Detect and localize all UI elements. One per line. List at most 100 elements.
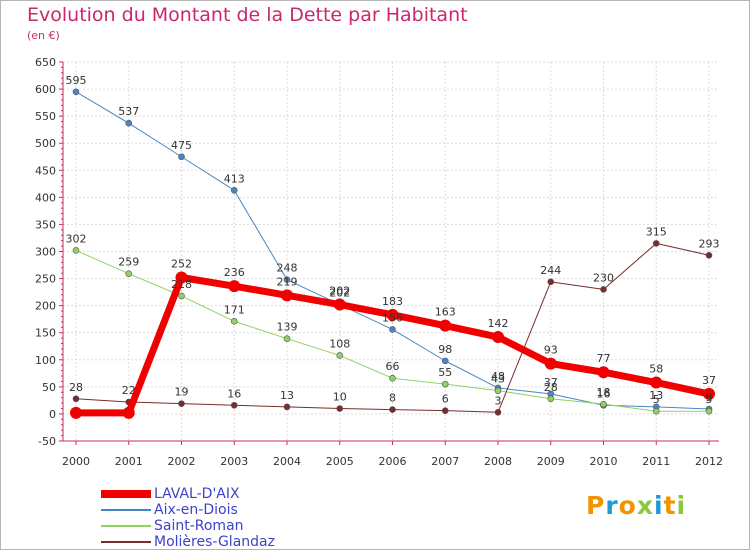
legend-item-aix-en-diois: Aix-en-Diois — [101, 502, 361, 518]
data-label-moli-res-glandaz: 10 — [333, 391, 347, 404]
data-point-laval-d-aix — [333, 298, 346, 311]
data-point-moli-res-glandaz — [441, 407, 449, 414]
y-tick-label: 300 — [35, 246, 56, 259]
legend-item-moli-res-glandaz: Molières-Glandaz — [101, 534, 361, 550]
x-tick-label: 2004 — [273, 455, 301, 468]
data-point-saint-roman — [441, 380, 449, 388]
y-tick-label: 400 — [35, 191, 56, 204]
data-label-saint-roman: 259 — [118, 256, 139, 269]
data-point-moli-res-glandaz — [283, 403, 291, 411]
data-label-aix-en-diois: 16 — [597, 387, 611, 400]
data-point-laval-d-aix — [281, 289, 293, 302]
data-point-moli-res-glandaz — [494, 409, 502, 416]
data-point-saint-roman — [72, 247, 80, 254]
data-label-laval-d-aix: 58 — [649, 363, 663, 376]
data-label-saint-roman: 55 — [438, 366, 452, 379]
data-label-aix-en-diois: 475 — [171, 139, 192, 152]
axes — [59, 61, 719, 445]
data-label-moli-res-glandaz: 230 — [593, 271, 614, 284]
data-label-laval-d-aix: 77 — [597, 352, 611, 365]
y-tick-label: 100 — [35, 354, 56, 367]
data-label-moli-res-glandaz: 293 — [699, 237, 720, 250]
data-point-moli-res-glandaz — [652, 240, 660, 247]
data-point-aix-en-diois — [441, 357, 449, 365]
legend: LAVAL-D'AIX Aix-en-Diois Saint-Roman Molièr… — [101, 486, 361, 550]
data-label-saint-roman: 66 — [386, 360, 400, 373]
data-label-moli-res-glandaz: 8 — [389, 392, 396, 405]
data-label-aix-en-diois: 248 — [277, 262, 298, 275]
data-point-laval-d-aix — [386, 308, 399, 321]
x-tick-label: 2008 — [484, 455, 512, 468]
y-tick-label: 250 — [35, 273, 56, 286]
x-tick-label: 2012 — [695, 455, 723, 468]
legend-swatch-aix-en-diois — [101, 509, 151, 511]
legend-swatch-saint-roman — [101, 525, 151, 527]
data-point-moli-res-glandaz — [230, 401, 238, 409]
data-label-saint-roman: 218 — [171, 278, 192, 291]
data-label-saint-roman: 108 — [329, 337, 350, 350]
chart-title: Evolution du Montant de la Dette par Hab… — [27, 4, 468, 26]
logo-letter: x — [636, 491, 654, 520]
data-point-aix-en-diois — [230, 187, 238, 194]
legend-label-aix-en-diois: Aix-en-Diois — [154, 502, 238, 518]
data-point-laval-d-aix — [228, 280, 241, 293]
legend-item-saint-roman: Saint-Roman — [101, 518, 361, 534]
data-point-saint-roman — [389, 374, 396, 382]
data-point-aix-en-diois — [72, 88, 80, 96]
data-point-aix-en-diois — [389, 326, 396, 333]
data-label-saint-roman: 139 — [277, 321, 298, 334]
chart-subtitle: (en €) — [27, 29, 60, 42]
logo-letter: r — [605, 491, 619, 520]
data-label-laval-d-aix: 236 — [224, 266, 245, 279]
data-point-moli-res-glandaz — [389, 406, 396, 413]
data-label-moli-res-glandaz: 244 — [540, 264, 561, 277]
data-label-saint-roman: 18 — [597, 386, 611, 399]
data-label-moli-res-glandaz: 6 — [442, 393, 449, 406]
y-tick-label: 450 — [35, 164, 56, 177]
data-label-aix-en-diois: 13 — [649, 389, 663, 402]
x-tick-label: 2003 — [220, 455, 248, 468]
data-point-laval-d-aix — [597, 366, 610, 379]
data-label-laval-d-aix: 163 — [435, 306, 456, 319]
data-point-moli-res-glandaz — [547, 278, 555, 286]
y-tick-label: 200 — [35, 300, 56, 313]
x-tick-label: 2005 — [326, 455, 354, 468]
data-label-moli-res-glandaz: 3 — [495, 394, 502, 407]
data-point-laval-d-aix — [544, 357, 557, 370]
data-label-aix-en-diois: 48 — [491, 370, 505, 383]
y-tick-label: 500 — [35, 137, 56, 150]
data-label-moli-res-glandaz: 315 — [646, 225, 667, 238]
data-point-moli-res-glandaz — [600, 286, 607, 293]
data-label-moli-res-glandaz: 28 — [69, 381, 83, 394]
data-point-laval-d-aix — [175, 271, 188, 284]
y-tick-label: -50 — [38, 435, 56, 448]
grid-lines — [63, 61, 719, 442]
data-label-laval-d-aix: 183 — [382, 295, 403, 308]
data-label-aix-en-diois: 537 — [118, 105, 139, 118]
data-point-saint-roman — [283, 335, 291, 342]
legend-label-moli-res-glandaz: Molières-Glandaz — [154, 534, 275, 550]
data-point-moli-res-glandaz — [336, 405, 344, 412]
x-tick-label: 2010 — [590, 455, 618, 468]
data-point-laval-d-aix — [703, 387, 715, 400]
data-point-saint-roman — [494, 387, 502, 394]
series-layer — [70, 88, 715, 419]
data-point-saint-roman — [652, 407, 660, 415]
y-tick-labels: -50 0 50 100 150 200 250 300 350 400 450 500 550 600 6… — [35, 56, 56, 448]
data-label-aix-en-diois: 9 — [706, 391, 713, 404]
data-label-moli-res-glandaz: 19 — [175, 386, 189, 399]
data-label-laval-d-aix: 202 — [329, 285, 350, 298]
data-point-moli-res-glandaz — [178, 400, 185, 407]
x-tick-label: 2007 — [431, 455, 459, 468]
logo-letter: o — [618, 491, 637, 520]
y-tick-label: 650 — [35, 56, 56, 69]
data-point-saint-roman — [178, 292, 185, 300]
data-label-laval-d-aix: 93 — [544, 344, 558, 357]
data-point-saint-roman — [230, 318, 238, 325]
data-point-laval-d-aix — [439, 319, 452, 332]
data-point-moli-res-glandaz — [72, 395, 80, 403]
data-point-laval-d-aix — [650, 376, 663, 389]
data-point-saint-roman — [336, 352, 344, 359]
